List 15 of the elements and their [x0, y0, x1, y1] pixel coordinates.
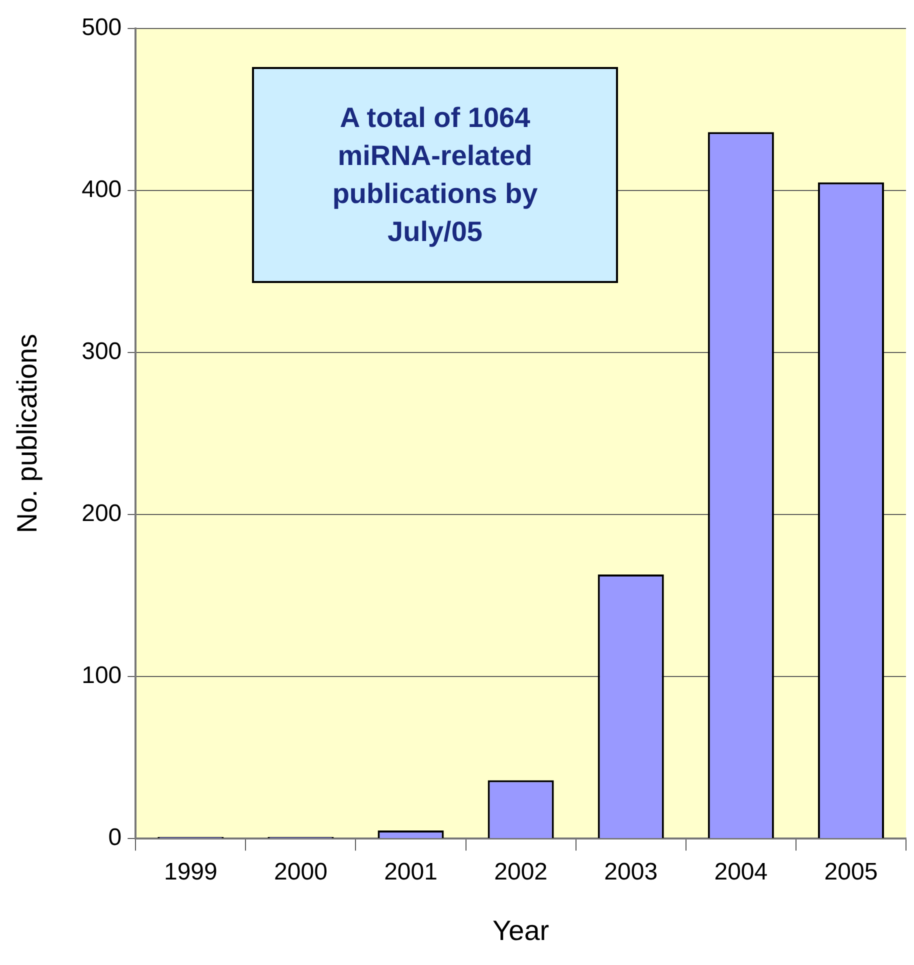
y-tick-label: 300 [82, 338, 122, 366]
x-axis-title: Year [492, 914, 550, 946]
x-tick-label: 2003 [604, 858, 658, 886]
x-tick-label: 2001 [384, 858, 438, 886]
y-tick-label: 0 [108, 824, 122, 852]
x-tick-label: 2004 [714, 858, 768, 886]
y-tick-label: 200 [82, 500, 122, 528]
y-tick-label: 500 [82, 14, 122, 42]
x-tick-label: 2000 [274, 858, 328, 886]
x-tick-label: 2002 [494, 858, 548, 886]
x-tick-label: 1999 [164, 858, 218, 886]
y-tick-label: 400 [82, 176, 122, 204]
x-tick-label: 2005 [824, 858, 878, 886]
y-tick-label: 100 [82, 662, 122, 690]
y-axis-title: No. publications [12, 334, 43, 534]
